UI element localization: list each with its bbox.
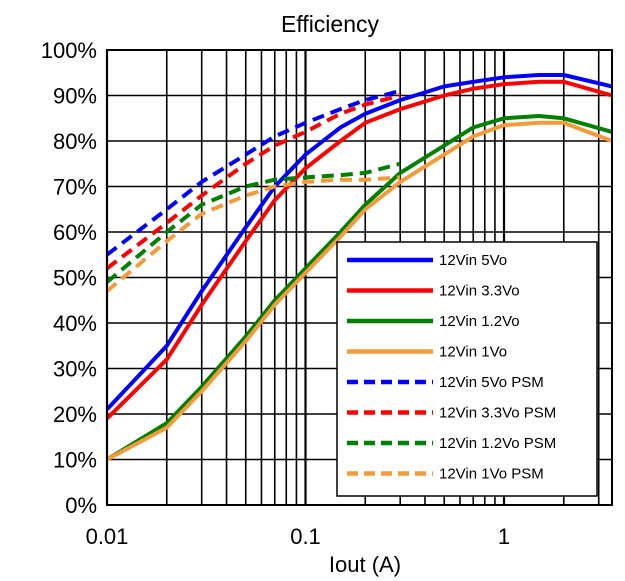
y-tick-label: 100% bbox=[41, 38, 97, 63]
y-tick-label: 30% bbox=[53, 357, 97, 382]
legend-box bbox=[336, 241, 598, 497]
y-tick-label: 90% bbox=[53, 84, 97, 109]
series-line-3 bbox=[105, 114, 613, 462]
legend: 12Vin 5Vo 12Vin 3.3Vo 12Vin 1.2Vo 12Vin 1Vo… bbox=[336, 241, 598, 497]
x-tick-label: 0.1 bbox=[290, 524, 321, 549]
series-line-4 bbox=[106, 120, 613, 462]
legend-label: 12Vin 1Vo PSM bbox=[439, 466, 544, 483]
y-tick-label: 60% bbox=[53, 220, 97, 245]
legend-label: 12Vin 1Vo bbox=[439, 344, 507, 361]
x-axis-ticks: 0.01 0.1 1 bbox=[86, 524, 511, 549]
legend-label: 12Vin 5Vo PSM bbox=[439, 374, 544, 391]
series-line-7 bbox=[105, 161, 401, 284]
y-tick-label: 10% bbox=[53, 448, 97, 473]
legend-label: 12Vin 3.3Vo bbox=[439, 283, 520, 300]
x-axis-label: Iout (A) bbox=[329, 552, 401, 577]
series-line-8 bbox=[105, 175, 401, 293]
legend-label: 12Vin 1.2Vo PSM bbox=[439, 435, 556, 452]
series-line-1 bbox=[105, 73, 613, 411]
legend-label: 12Vin 1.2Vo bbox=[439, 313, 520, 330]
legend-label: 12Vin 3.3Vo PSM bbox=[439, 405, 556, 422]
y-tick-label: 50% bbox=[53, 266, 97, 291]
y-axis-ticks: 0% 10% 20% 30% 40% 50% 60% 70% 80% 90% 100% bbox=[41, 38, 97, 518]
series-line-2 bbox=[105, 79, 613, 421]
y-tick-label: 40% bbox=[53, 311, 97, 336]
y-tick-label: 0% bbox=[65, 493, 97, 518]
chart-title: Efficiency bbox=[281, 11, 380, 37]
y-tick-label: 20% bbox=[53, 402, 97, 427]
x-tick-label: 1 bbox=[498, 524, 510, 549]
x-tick-label: 0.01 bbox=[86, 524, 129, 549]
series-group bbox=[105, 73, 613, 462]
plot-frame bbox=[106, 49, 613, 506]
y-tick-label: 80% bbox=[53, 129, 97, 154]
series-line-5 bbox=[105, 88, 401, 257]
y-tick-label: 70% bbox=[53, 175, 97, 200]
legend-label: 12Vin 5Vo bbox=[439, 252, 507, 269]
